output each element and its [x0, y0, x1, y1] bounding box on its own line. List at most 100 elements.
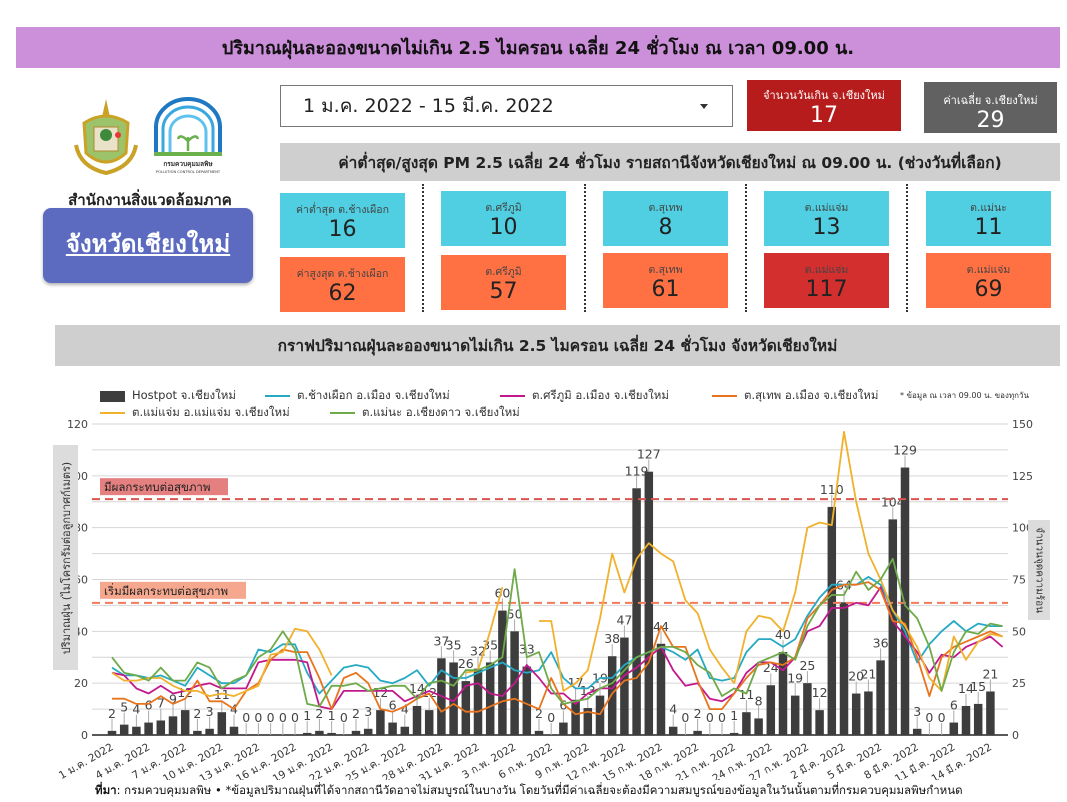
hotspot-bar: [571, 699, 580, 735]
bar-label: 26: [458, 656, 474, 671]
threshold-label: เริ่มมีผลกระทบต่อสุขภาพ: [104, 583, 228, 598]
bar-label: 50: [507, 606, 523, 621]
hotspot-bar: [656, 643, 666, 735]
hotspot-bar: [900, 467, 910, 735]
legend-suthep[interactable]: ต.สุเทพ อ.เมือง จ.เชียงใหม่: [712, 387, 878, 405]
bar-label: 47: [616, 613, 632, 628]
hotspot-bar: [302, 732, 312, 735]
hotspot-bar: [412, 705, 422, 735]
card-value: 57: [489, 279, 518, 304]
stations-title: ค่าต่ำสุด/สูงสุด PM 2.5 เฉลี่ย 24 ชั่วโม…: [280, 143, 1060, 181]
card-value: 61: [651, 277, 680, 302]
bar-label: 5: [120, 700, 128, 715]
legend-hotspot[interactable]: Hostpot จ.เชียงใหม่: [100, 387, 236, 405]
hotspot-bar: [168, 716, 178, 735]
card-label: ต.แม่แจ่ม: [804, 202, 849, 214]
date-range-value: 1 ม.ค. 2022 - 15 มี.ค. 2022: [303, 95, 554, 117]
bar-label: 33: [519, 642, 535, 657]
hotspot-bar: [132, 726, 141, 735]
bar-label: 0: [242, 710, 250, 725]
y2-tick-label: 50: [1012, 625, 1026, 638]
footer-source: ที่มา: กรมควบคุมมลพิษ • *ข้อมูลปริมาณฝุ่…: [95, 782, 963, 800]
threshold-label-box: [100, 478, 228, 496]
y2-axis-label-text: จำนวนจุดความร้อน: [1033, 527, 1045, 613]
hotspot-bar: [876, 660, 885, 735]
kpi-value: 17: [810, 103, 838, 128]
bar-label: 14: [958, 681, 974, 696]
chart-note: * ข้อมูล ณ เวลา 09.00 น. ของทุกวัน: [900, 391, 1029, 400]
source-label: ที่มา: [95, 783, 117, 797]
bar-label: 2: [193, 706, 201, 721]
bar-label: 20: [848, 669, 864, 684]
pm25-chart: 0204060801001200255075100125150254679122…: [57, 418, 1033, 780]
hotspot-bar: [449, 662, 458, 735]
divider: [906, 184, 908, 312]
series-line-4: [111, 557, 1003, 708]
bar-label: 8: [755, 693, 763, 708]
bar-label: 25: [799, 658, 815, 673]
bar-label: 12: [812, 685, 828, 700]
province-button[interactable]: จังหวัดเชียงใหม่: [43, 208, 253, 283]
chart-title: กราฟปริมาณฝุ่นละอองขนาดไม่เกิน 2.5 ไมครอ…: [55, 325, 1060, 366]
bar-label: 0: [254, 710, 262, 725]
bar-label: 35: [446, 637, 462, 652]
bar-label: 1: [730, 708, 738, 723]
card-max-changphueak: ค่าสูงสุด ต.ช้างเผือก 62: [280, 257, 405, 312]
legend-maechaem[interactable]: ต.แม่แจ่ม อ.แม่แจ่ม จ.เชียงใหม่: [100, 404, 290, 422]
bar-label: 3: [206, 704, 214, 719]
y-axis-label: ปริมาณฝุ่น (ไมโครกรัมต่อลูกบาศก์เมตร): [53, 445, 78, 670]
hotspot-bar: [522, 666, 532, 735]
hotspot-bar: [778, 652, 788, 735]
hotspot-bar: [790, 695, 800, 735]
legend-swatch: [265, 395, 290, 397]
card-value: 11: [974, 215, 1003, 240]
kpi-average: ค่าเฉลี่ย จ.เชียงใหม่ 29: [924, 82, 1057, 133]
kpi-label: จำนวนวันเกิน จ.เชียงใหม่: [763, 89, 885, 102]
legend-label: Hostpot จ.เชียงใหม่: [132, 388, 236, 402]
bar-label: 21: [860, 666, 876, 681]
card-max-maena: ต.แม่แจ่ม 69: [926, 253, 1051, 308]
card-min-suthep: ต.สุเทพ 8: [603, 191, 728, 246]
card-label: ค่าสูงสุด ต.ช้างเผือก: [296, 268, 389, 280]
bar-label: 11: [738, 687, 754, 702]
legend-sriphum[interactable]: ต.ศรีภูมิ อ.เมือง จ.เชียงใหม่: [500, 387, 669, 405]
bar-label: 0: [279, 710, 287, 725]
hotspot-bar: [632, 488, 641, 735]
hotspot-bar: [644, 471, 654, 735]
caret-down-icon: [700, 104, 708, 109]
bar-label: 2: [315, 706, 323, 721]
bar-label: 11: [214, 687, 230, 702]
hotspot-bar: [620, 637, 629, 735]
bar-label: 127: [637, 447, 661, 462]
y-tick-label: 120: [67, 418, 88, 431]
hotspot-bar: [607, 656, 617, 735]
bar-label: 1: [303, 708, 311, 723]
bar-label: 0: [547, 710, 555, 725]
bar-label: 36: [873, 635, 889, 650]
legend-label: ต.ศรีภูมิ อ.เมือง จ.เชียงใหม่: [532, 388, 669, 402]
kpi-exceed-days: จำนวนวันเกิน จ.เชียงใหม่ 17: [747, 80, 901, 131]
hotspot-bar: [766, 685, 776, 735]
y2-tick-label: 125: [1012, 470, 1033, 483]
hotspot-bar: [473, 668, 483, 735]
stations-title-text: ค่าต่ำสุด/สูงสุด PM 2.5 เฉลี่ย 24 ชั่วโม…: [338, 153, 1002, 172]
card-label: ต.ศรีภูมิ: [485, 266, 522, 278]
date-range-dropdown[interactable]: 1 ม.ค. 2022 - 15 มี.ค. 2022: [280, 85, 733, 127]
hotspot-bar: [693, 730, 702, 735]
hotspot-bar: [815, 710, 824, 735]
bar-label: 6: [145, 698, 153, 713]
card-value: 69: [974, 277, 1003, 302]
kpi-label: ค่าเฉลี่ย จ.เชียงใหม่: [943, 94, 1038, 107]
legend-changphueak[interactable]: ต.ช้างเผือก อ.เมือง จ.เชียงใหม่: [265, 387, 450, 405]
bar-label: 6: [950, 698, 958, 713]
bar-label: 4: [669, 702, 677, 717]
divider: [422, 184, 424, 312]
card-min-sriphum: ต.ศรีภูมิ 10: [441, 191, 566, 246]
legend-maena[interactable]: ต.แม่นะ อ.เชียงดาว จ.เชียงใหม่: [330, 404, 520, 422]
bar-label: 2: [108, 706, 116, 721]
hotspot-bar: [912, 728, 922, 735]
svg-text:กรมควบคุมมลพิษ: กรมควบคุมมลพิษ: [163, 160, 213, 168]
hotspot-bar: [534, 730, 544, 735]
hotspot-bar: [180, 710, 190, 735]
bar-label: 104: [881, 494, 905, 509]
